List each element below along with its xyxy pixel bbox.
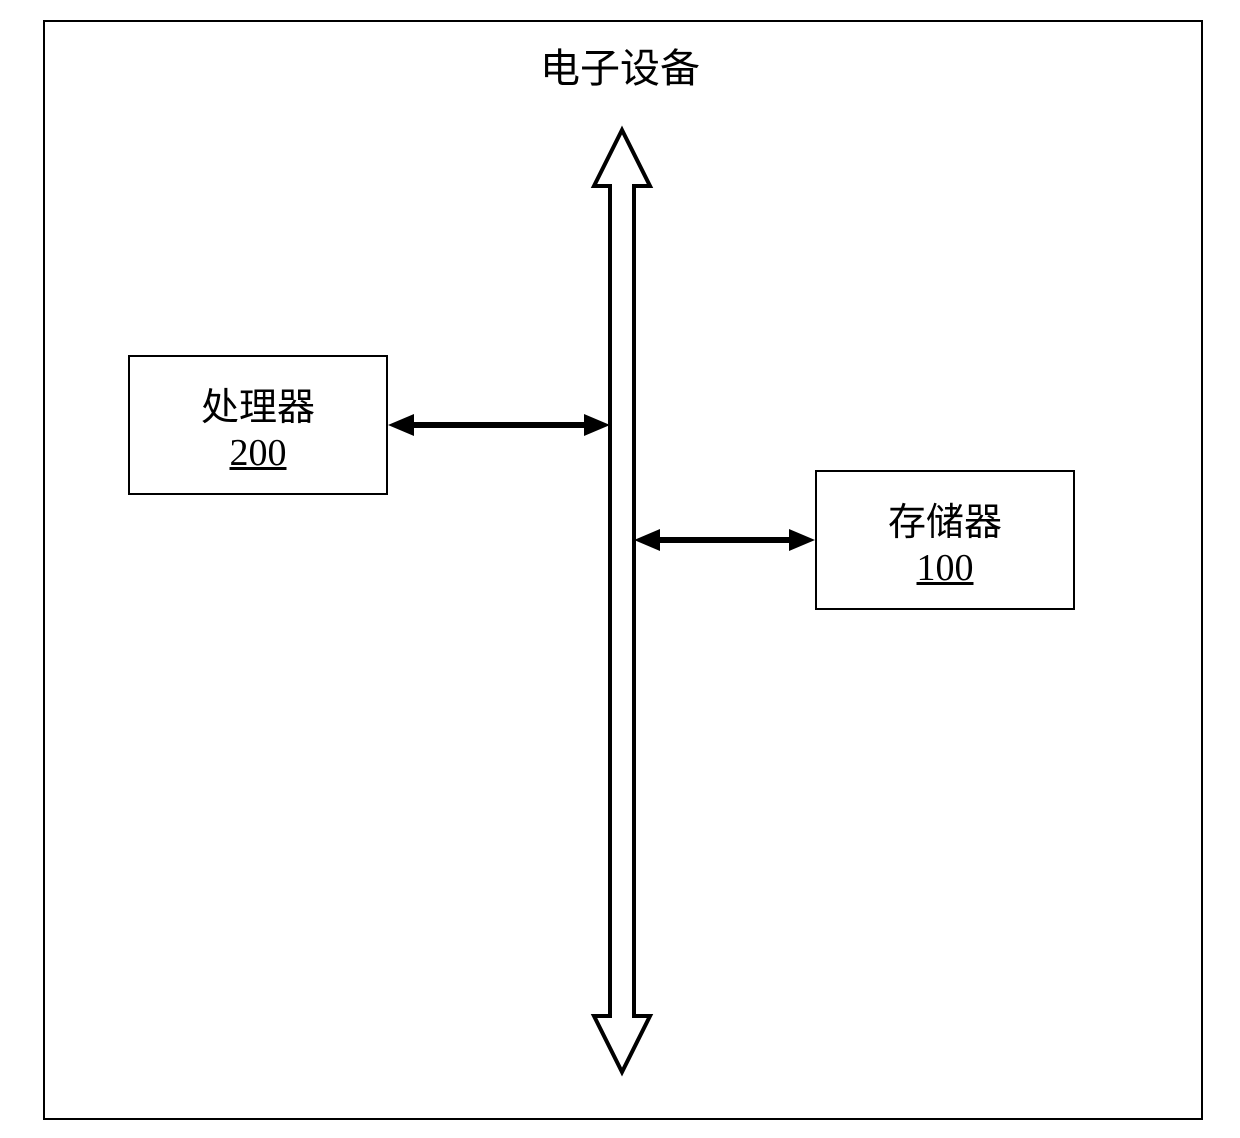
bus-double-arrow — [594, 130, 650, 1072]
processor-bus-arrow — [388, 414, 610, 436]
memory-bus-arrow — [634, 529, 815, 551]
svg-layer — [0, 0, 1240, 1138]
